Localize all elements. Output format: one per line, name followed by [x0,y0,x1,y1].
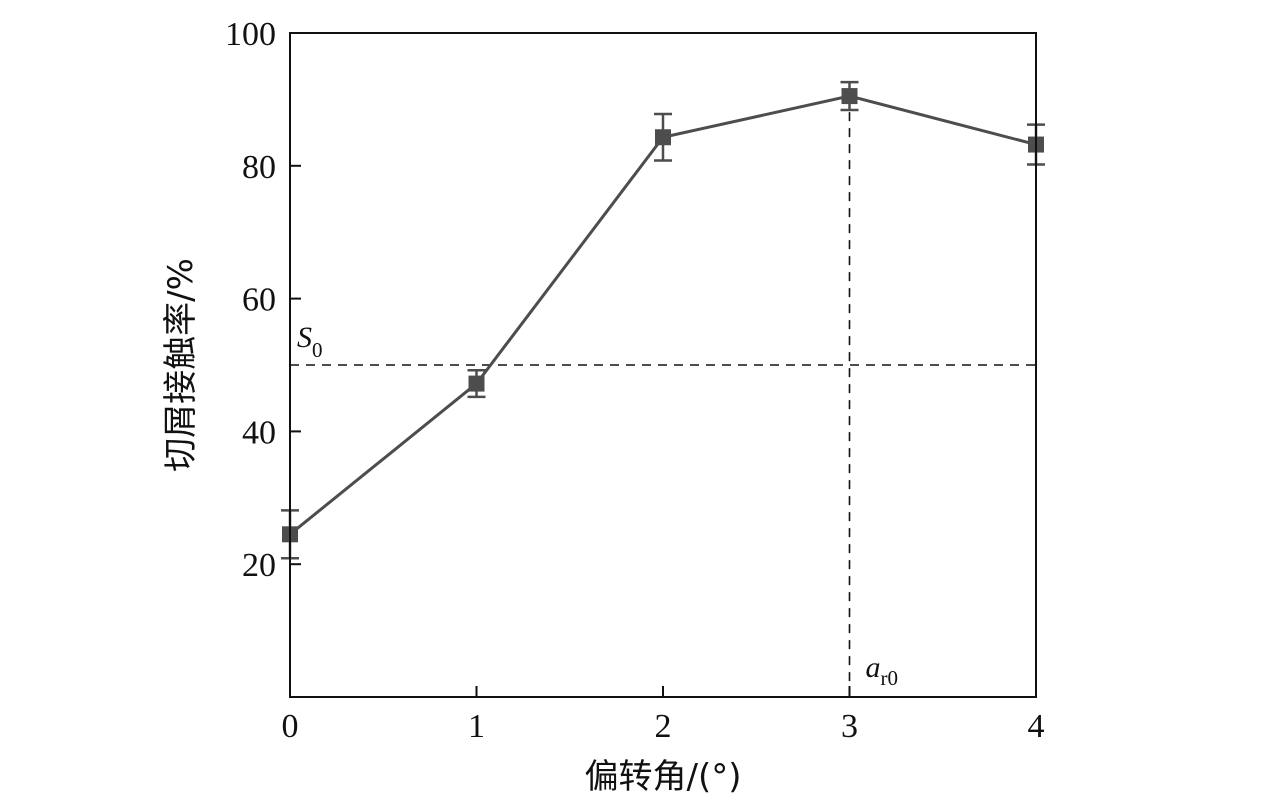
reference-label-ar0-subscript: r0 [881,666,899,690]
data-point-marker [841,88,858,105]
y-tick-label: 100 [225,16,276,53]
data-point-marker [655,129,671,146]
series-line [289,94,1037,536]
x-tick-label: 4 [1028,708,1045,745]
y-tick-label: 20 [242,547,276,584]
y-axis-title: 切屑接触率/% [161,258,201,472]
reference-label-ar0: ar0 [866,651,899,690]
reference-label-s0-subscript: 0 [312,338,323,362]
x-tick-label: 3 [841,708,858,745]
y-tick-label: 40 [242,414,276,451]
data-point-marker [468,375,485,392]
y-tick-label: 60 [242,282,276,319]
x-tick-label: 2 [655,708,672,745]
x-axis-title: 偏转角/(°) [585,757,742,797]
x-tick-label: 0 [282,708,299,745]
reference-label-s0: S0 [297,321,323,362]
x-tick-label: 1 [468,708,485,745]
y-tick-label: 80 [242,149,276,186]
